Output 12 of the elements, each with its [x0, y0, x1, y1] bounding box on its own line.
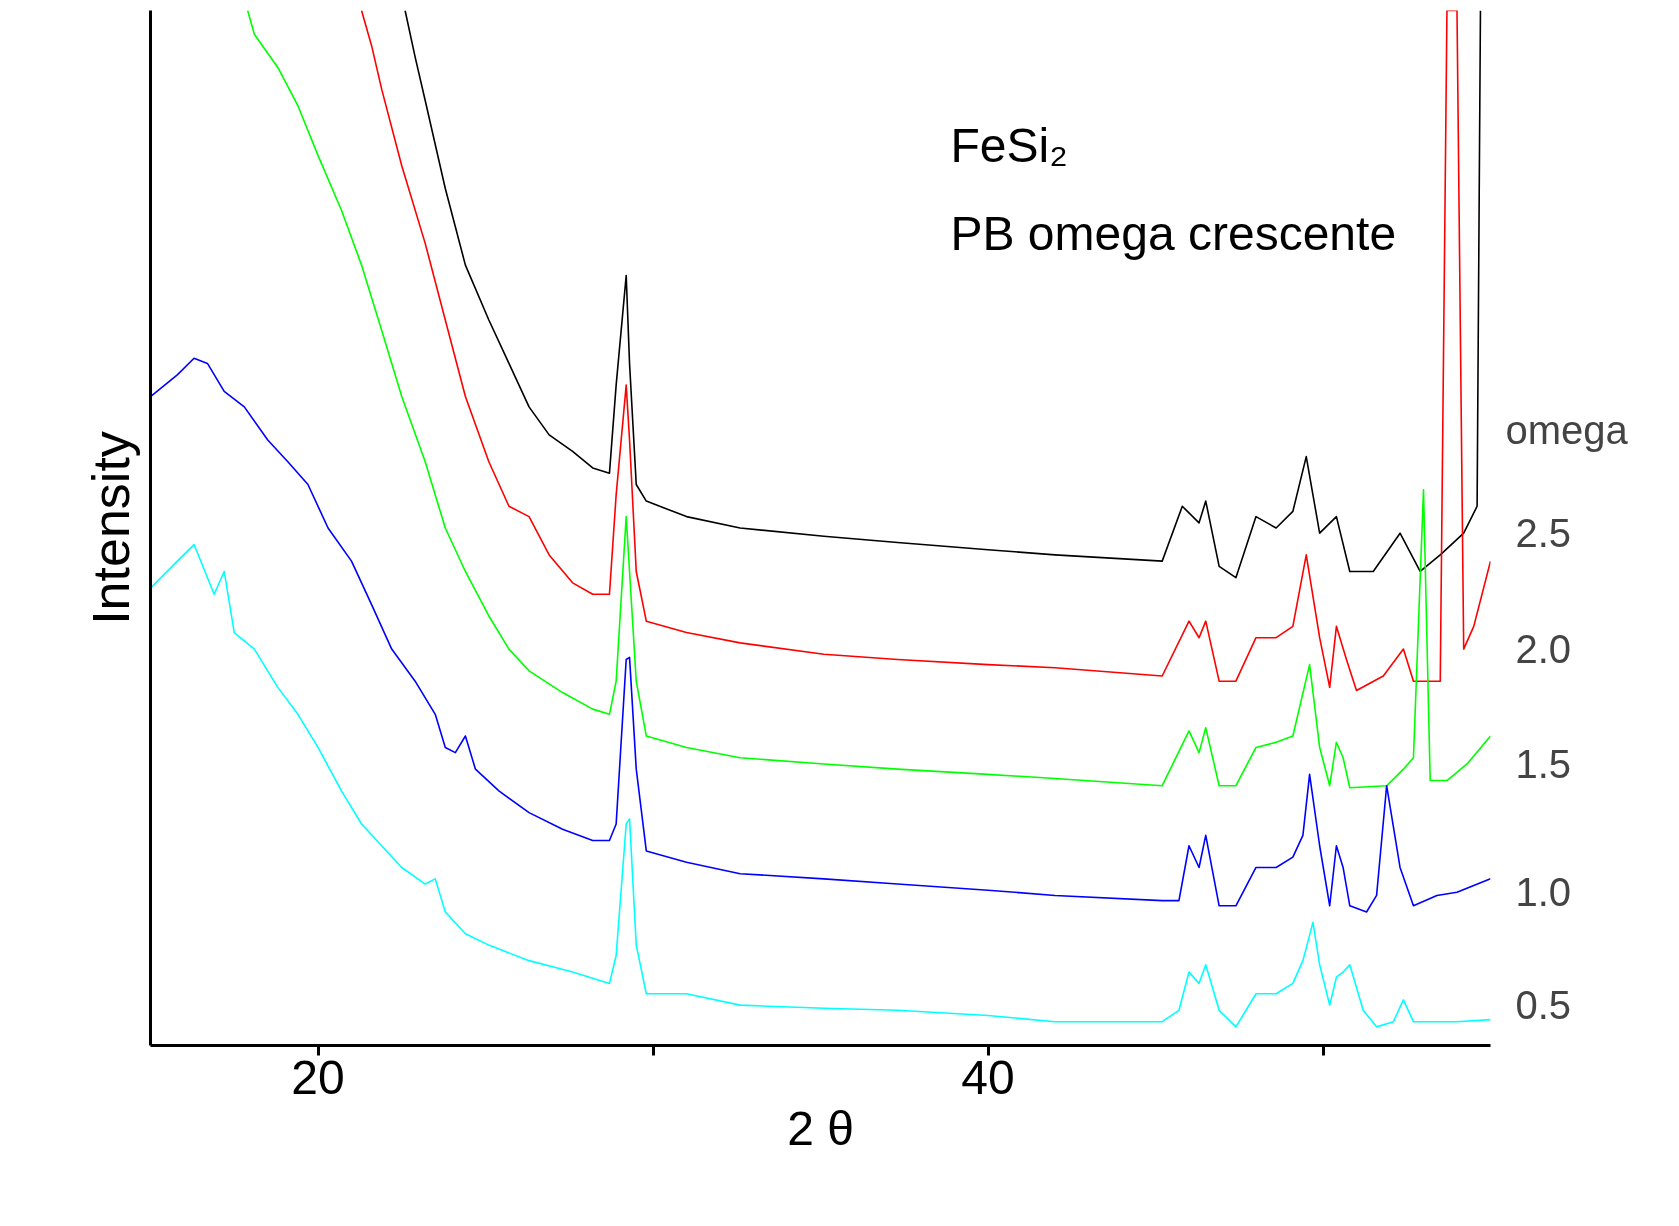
annotation: PB omega crescente — [950, 206, 1397, 260]
x-tick-label: 40 — [961, 1050, 1015, 1104]
series-label: 2.0 — [1515, 627, 1572, 672]
legend-title: omega — [1505, 407, 1629, 452]
series-label: 0.5 — [1515, 983, 1572, 1028]
x-axis-title: 2 θ — [787, 1101, 854, 1155]
x-tick-label: 20 — [291, 1050, 345, 1104]
series-label: 2.5 — [1515, 511, 1572, 556]
y-axis-title: Intensity — [81, 431, 140, 625]
series-label: 1.0 — [1515, 870, 1572, 915]
series-label: 1.5 — [1515, 741, 1572, 786]
annotation: FeSi₂ — [950, 118, 1068, 172]
